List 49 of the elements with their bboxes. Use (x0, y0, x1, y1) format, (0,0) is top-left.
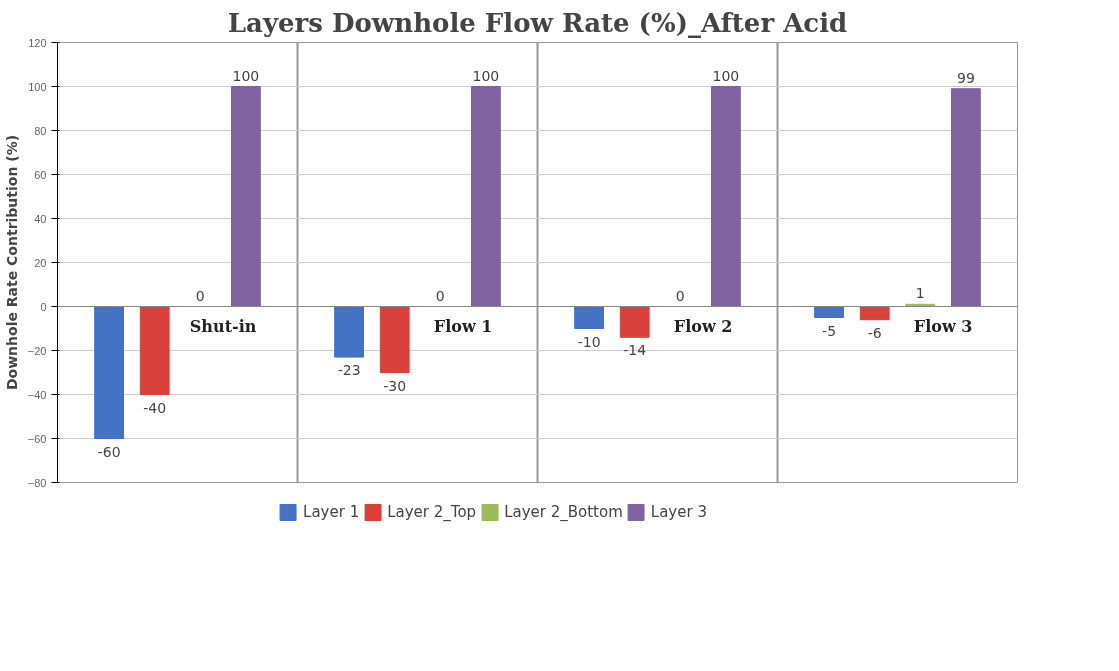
chart-title: Layers Downhole Flow Rate (%)_After Acid (227, 7, 848, 38)
legend-label: Layer 1 (303, 503, 360, 521)
bar (814, 306, 844, 318)
y-tick-label: −80 (27, 476, 47, 489)
data-label: 1 (915, 285, 925, 302)
legend-label: Layer 2_Top (387, 503, 477, 521)
y-tick-label: 100 (28, 80, 47, 93)
data-label: -40 (143, 399, 167, 416)
y-tick-label: −20 (27, 344, 47, 357)
data-label: 0 (675, 287, 685, 304)
bar (859, 306, 890, 321)
data-label: 100 (232, 67, 260, 84)
bar (951, 88, 981, 307)
bar (574, 306, 604, 329)
data-label: 0 (195, 287, 205, 304)
x-tick-label: Shut-in (189, 316, 257, 336)
y-tick-label: 120 (28, 36, 47, 49)
data-label: 0 (435, 287, 445, 304)
legend-label: Layer 3 (650, 503, 707, 521)
bar (711, 86, 741, 307)
y-tick-label: −40 (27, 388, 47, 401)
y-tick-label: 80 (34, 124, 47, 137)
y-axis-title: Downhole Rate Contribution (%) (3, 134, 20, 391)
x-tick-label: Flow 3 (913, 316, 973, 336)
y-tick-label: 0 (40, 300, 47, 313)
data-label: -30 (383, 377, 407, 394)
legend-label: Layer 2_Bottom (504, 503, 623, 521)
bar (379, 306, 410, 373)
bar (334, 306, 364, 358)
y-tick-label: 40 (34, 212, 47, 225)
x-tick-label: Flow 2 (673, 316, 733, 336)
data-label: 99 (956, 69, 975, 86)
data-label: -5 (822, 322, 837, 339)
data-label: -10 (577, 333, 601, 350)
data-label: 100 (472, 67, 500, 84)
y-tick-label: −60 (27, 432, 47, 445)
data-label: -60 (97, 443, 121, 460)
bar (231, 86, 261, 307)
y-tick-label: 20 (34, 256, 47, 269)
data-label: -14 (623, 342, 647, 359)
data-label: -6 (867, 324, 882, 341)
bar (619, 306, 650, 338)
bar (139, 306, 170, 395)
y-tick-label: 60 (34, 168, 47, 181)
bar (94, 306, 124, 439)
bar (471, 86, 501, 307)
data-label: 100 (712, 67, 740, 84)
x-tick-label: Flow 1 (433, 316, 493, 336)
data-label: -23 (337, 362, 361, 379)
